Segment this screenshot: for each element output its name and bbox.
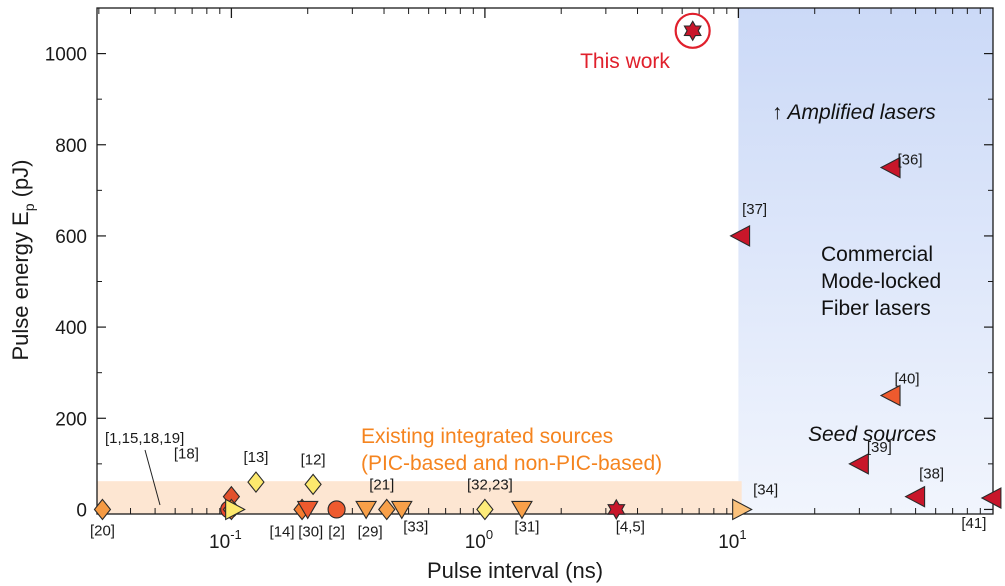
point-label: [33] xyxy=(403,518,428,535)
point-label: [34] xyxy=(753,481,778,498)
commercial-label-line3: Fiber lasers xyxy=(821,297,931,320)
data-point-diamond xyxy=(304,473,322,496)
data-point-triangle-right xyxy=(225,498,246,521)
y-tick-label: 400 xyxy=(55,318,87,339)
point-label: [38] xyxy=(919,466,944,483)
point-label: [21] xyxy=(369,476,394,493)
this-work-highlight-circle xyxy=(674,12,711,49)
axes-layer: 0 200 400 600 800 1000 10-1 100 101 xyxy=(45,7,994,553)
commercial-label-line1: Commercial xyxy=(821,243,933,266)
point-label: [31] xyxy=(514,518,539,535)
data-point-diamond xyxy=(93,498,112,521)
point-label: [32,23] xyxy=(467,476,513,493)
point-label: [30] xyxy=(298,523,323,540)
regions-layer xyxy=(97,8,993,514)
data-point-triangle-right xyxy=(732,498,753,521)
point-label: [29] xyxy=(358,523,383,540)
integrated-region xyxy=(97,481,742,514)
point-label: [41] xyxy=(961,515,986,532)
point-label: [14] xyxy=(270,523,295,540)
point-label: [2] xyxy=(328,523,345,540)
data-point-triangle-left xyxy=(879,384,901,407)
fiber-laser-region xyxy=(738,8,993,514)
amplified-lasers-label: ↑ Amplified lasers xyxy=(772,101,936,124)
y-tick-label: 0 xyxy=(76,500,87,521)
callout-label: [1,15,18,19] xyxy=(105,430,184,447)
integrated-sources-label-line2: (PIC-based and non-PIC-based) xyxy=(361,452,662,475)
data-point-diamond xyxy=(476,498,494,521)
x-tick-label: 101 xyxy=(718,527,746,553)
data-point-diamond xyxy=(378,498,396,521)
point-label: [40] xyxy=(895,370,920,387)
data-point-triangle-left xyxy=(879,156,901,179)
point-label: [13] xyxy=(243,449,268,466)
y-axis-label: Pulse energy Ep (pJ) xyxy=(8,160,37,361)
point-label: [39] xyxy=(867,439,892,456)
data-point-triangle-down xyxy=(510,500,533,520)
data-point-hexagram xyxy=(607,498,626,520)
y-tick-label: 800 xyxy=(55,136,87,157)
point-label: [37] xyxy=(742,201,767,218)
commercial-label-line2: Mode-locked xyxy=(821,270,941,293)
callout-line xyxy=(144,449,161,506)
point-label: [20] xyxy=(90,522,115,539)
this-work-label: This work xyxy=(580,50,670,73)
y-tick-label: 1000 xyxy=(45,45,87,66)
y-tick-label: 600 xyxy=(55,227,87,248)
data-point-diamond xyxy=(247,471,265,493)
data-point-triangle-left xyxy=(980,487,1002,509)
point-label: [36] xyxy=(898,152,923,169)
point-label: [12] xyxy=(301,451,326,468)
x-tick-label: 10-1 xyxy=(209,527,242,553)
seed-sources-label: Seed sources xyxy=(808,423,937,446)
data-point-triangle-left xyxy=(904,485,926,508)
integrated-sources-label-line1: Existing integrated sources xyxy=(361,425,613,448)
points-layer xyxy=(93,12,1002,521)
x-tick-label: 100 xyxy=(465,527,493,553)
labels-layer: [20] [18] [13] [14] [30] [12] [2] [29] [21] [33] [… xyxy=(90,152,986,541)
x-axis-label: Pulse interval (ns) xyxy=(427,558,603,583)
data-point-hexagram xyxy=(683,20,702,42)
data-point-circle xyxy=(327,500,346,519)
data-point-triangle-down xyxy=(390,500,413,520)
data-point-triangle-left xyxy=(729,225,751,247)
y-tick-label: 200 xyxy=(55,409,87,430)
plot-frame xyxy=(96,7,994,515)
data-point-triangle-left xyxy=(848,452,869,475)
point-label: [18] xyxy=(174,446,199,463)
data-point-triangle-down xyxy=(355,500,378,520)
point-label: [4,5] xyxy=(616,518,645,535)
data-point-triangle-down xyxy=(296,500,319,520)
